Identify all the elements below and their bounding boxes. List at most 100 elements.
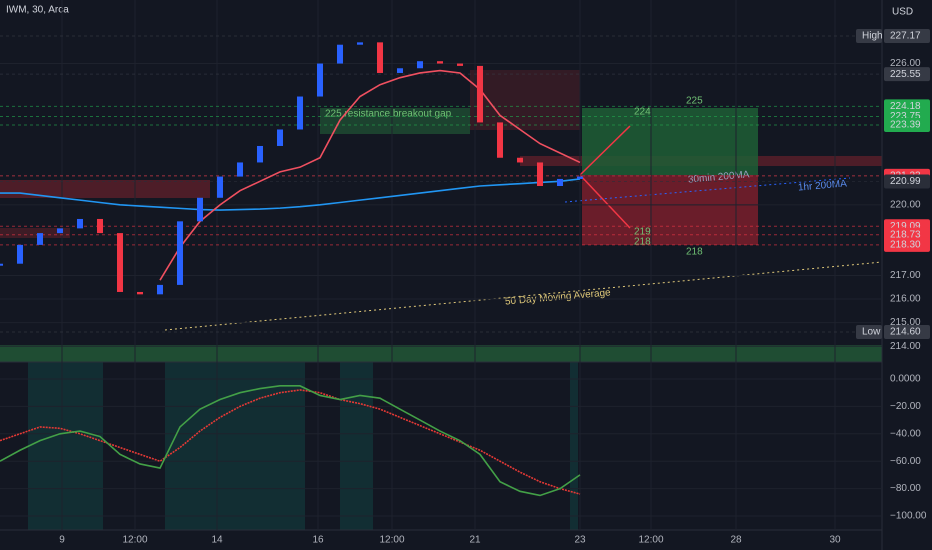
price-label-bg <box>884 67 930 82</box>
x-tick-label: 30 <box>829 535 841 546</box>
target-zone <box>582 108 758 175</box>
candle <box>397 68 403 73</box>
arrow-down <box>579 174 631 229</box>
x-tick-label: 16 <box>312 535 324 546</box>
y-tick-label: 220.00 <box>890 199 921 210</box>
price-label: 225.55 <box>890 69 921 80</box>
annotation: 218 <box>634 237 651 248</box>
candle <box>37 233 43 245</box>
gap-zone <box>320 108 470 134</box>
osc-zone <box>570 362 578 530</box>
osc-tick-label: −40.00 <box>890 428 921 439</box>
zone <box>0 228 70 238</box>
osc-tick-label: −100.00 <box>890 511 927 522</box>
candle <box>217 176 223 198</box>
candle <box>137 291 143 295</box>
candle <box>417 61 423 69</box>
candle <box>297 96 303 130</box>
candle <box>497 122 503 158</box>
candle <box>117 233 123 292</box>
osc-tick-label: 0.0000 <box>890 374 921 385</box>
price-label: 223.39 <box>890 120 921 131</box>
annotation: 224 <box>634 107 651 118</box>
annotation: 225 <box>686 96 703 107</box>
tag: High <box>862 31 883 42</box>
price-label: 219.09 <box>890 221 921 232</box>
tag-bg <box>856 325 882 339</box>
tag-bg <box>856 29 882 43</box>
x-tick-label: 14 <box>211 535 223 546</box>
candle <box>17 244 23 264</box>
tag: Low <box>862 327 881 338</box>
osc-tick-label: −20.00 <box>890 401 921 412</box>
price-label: 220.99 <box>890 176 921 187</box>
osc-zone <box>165 362 305 530</box>
price-label-bg <box>884 237 930 252</box>
candle <box>337 44 343 64</box>
candle <box>377 42 383 73</box>
candle <box>357 42 363 45</box>
x-tick-label: 21 <box>469 535 481 546</box>
annotation: 218 <box>686 247 703 258</box>
x-tick-label: 12:00 <box>122 535 147 546</box>
resistance-zone <box>0 180 210 198</box>
x-tick-label: 12:00 <box>379 535 404 546</box>
y-tick-label: 214.00 <box>890 341 921 352</box>
ma200-line <box>0 178 581 211</box>
candle <box>577 176 583 179</box>
candle <box>77 218 83 229</box>
price-label: 218.73 <box>890 229 921 240</box>
arrow-up <box>579 125 631 176</box>
ema-line <box>159 69 581 281</box>
candle <box>317 63 323 97</box>
x-tick-label: 9 <box>59 535 65 546</box>
candle <box>537 162 543 187</box>
y-tick-label: 217.00 <box>890 270 921 281</box>
candle <box>197 197 203 222</box>
price-label-bg <box>884 118 930 133</box>
osc-slow <box>0 389 581 495</box>
annotation: 219 <box>634 227 651 238</box>
annotation: 225 resistance breakout gap <box>325 109 452 120</box>
price-label: 224.18 <box>890 101 921 112</box>
candle <box>257 145 263 163</box>
price-label: 214.60 <box>890 327 921 338</box>
candle <box>557 178 563 187</box>
osc-zone <box>28 362 103 530</box>
x-tick-label: 28 <box>730 535 742 546</box>
zone <box>470 70 580 130</box>
x-tick-label: 12:00 <box>638 535 663 546</box>
candle <box>477 65 483 123</box>
candle <box>237 162 243 177</box>
candle <box>437 61 443 64</box>
symbol: IWM, 30, Arca <box>6 5 69 16</box>
price-label: 227.17 <box>890 31 921 42</box>
x-tick-label: 23 <box>574 535 586 546</box>
price-label-bg <box>884 29 930 43</box>
candle <box>457 63 463 66</box>
price-label-bg <box>884 325 930 339</box>
y-tick-label: 226.00 <box>890 58 921 69</box>
price-label-bg <box>884 174 930 189</box>
osc-tick-label: −60.00 <box>890 456 921 467</box>
y-tick-label: 216.00 <box>890 294 921 305</box>
candle <box>57 228 63 234</box>
candle <box>277 129 283 146</box>
y-tick-label: 215.00 <box>890 317 921 328</box>
ma50-line <box>164 261 883 331</box>
price-label: 218.30 <box>890 240 921 251</box>
price-label: 223.75 <box>890 111 921 122</box>
candle <box>177 221 183 285</box>
candle <box>157 284 163 295</box>
candle <box>517 157 523 163</box>
currency: USD <box>892 7 913 18</box>
candle <box>0 263 3 266</box>
support-zone <box>0 345 882 362</box>
osc-fast <box>0 385 581 497</box>
osc-zone <box>340 362 373 530</box>
stop-zone <box>582 175 758 245</box>
candle <box>97 218 103 234</box>
osc-tick-label: −80.00 <box>890 483 921 494</box>
